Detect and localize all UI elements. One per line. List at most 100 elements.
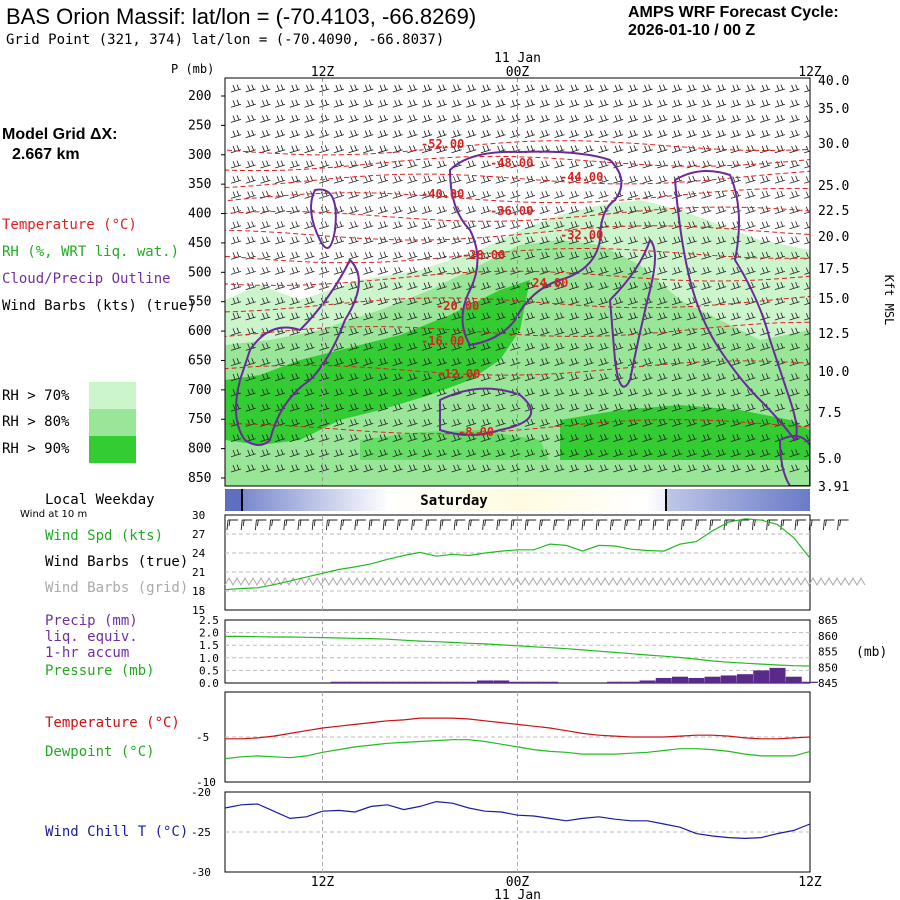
wind-barb-true [425,519,437,531]
wind-barb [715,342,727,351]
wind-barb [392,418,403,427]
wind-barb [598,282,609,290]
wind-barb [304,251,315,260]
wind-barb [745,84,756,93]
wind-barb [598,190,609,199]
wind-barb [436,464,447,473]
wind-barb [539,190,550,199]
xsection-frame [224,77,811,487]
wind-barb [274,282,286,290]
wind-barb [539,84,550,93]
wind-barb [436,388,447,397]
wind-barb [789,251,800,260]
wind-barb [407,130,418,138]
wind-barb [686,236,697,245]
wind-barb [245,175,256,184]
wind-barb [274,312,286,321]
wind-barb [333,449,345,458]
wind-barb [671,99,683,108]
wind-barb [466,358,477,366]
wind-barb [730,312,741,321]
precip-bar [493,680,510,683]
wind-barb [304,418,315,427]
wind-barb [657,282,668,290]
wind-barb [686,297,697,306]
page-title: BAS Orion Massif: lat/lon = (-70.4103, -… [6,4,477,29]
wind-barb [466,145,477,154]
wind-barb-true [354,519,366,531]
wind-barb [524,114,536,123]
wind-barb [671,342,683,351]
wind-barb [804,312,810,321]
wind-barb [480,114,492,123]
model-grid-value: 2.667 km [12,146,80,163]
temperature-contour-label: -16.00 [421,334,464,348]
wind-barb [363,464,374,473]
wind-barb [392,84,403,93]
wind-barb [701,434,712,442]
wind-barb [745,251,756,260]
wind-barb [377,464,389,473]
wind-barbs-true-legend: Wind Barbs (true) [45,554,189,570]
wind-barb-true [482,519,494,531]
wind-barb [260,388,271,397]
wind-barb [774,388,786,397]
wind-barb [495,434,506,442]
wind-barb [436,434,447,442]
wind-barb [774,114,786,123]
wind-barb [804,388,810,397]
wind-barb [583,327,594,336]
wind-barb [524,160,536,169]
temperature-contour-label: -8.00 [458,425,494,439]
wind-barb [627,297,639,306]
pressure-unit-label: (mb) [856,645,887,660]
wind-barb [730,99,741,108]
wind-barb [289,342,300,351]
wind-barb-true [794,519,806,531]
grid-point-info: Grid Point (321, 374) lat/lon = (-70.409… [6,32,445,48]
wind-barb [348,130,359,138]
wind-barb [671,282,683,290]
legend-rh: RH (%, WRT liq. wat.) [2,244,180,260]
wind-barb [554,342,565,351]
wind-barb [524,236,536,245]
wind-barb [671,434,683,442]
wind-barb [495,236,506,245]
wind-barb [554,236,565,245]
wind-barb [304,403,315,412]
wind-barb [524,251,536,260]
wind-barb [583,190,594,199]
wind-barb [436,114,447,123]
wind-barb [745,373,756,382]
weekday-night-end [666,489,810,511]
wind-barb [642,84,653,93]
legend-rh80-swatch [89,409,136,436]
wind-barb [260,130,271,138]
wind-barb [715,403,727,412]
wind-barb [230,160,242,169]
height-tick-label: 35.0 [818,102,849,117]
wind-barb-true [553,519,565,531]
wind-barb [671,130,683,138]
wind-barb [392,130,403,138]
wind-barb [407,312,418,321]
temperature-contour [225,187,810,206]
wind-barb [539,312,550,321]
wind-barb [686,449,697,458]
wind-barb [671,251,683,260]
wind-barb [539,114,550,123]
wind-barb [539,221,550,230]
cloud-outline [448,150,623,347]
wind-barb [789,114,800,123]
wind-barb [686,464,697,473]
wind-barb [760,373,771,382]
bottom-time-label-12z-end: 12Z [798,875,822,890]
wind-barb [671,297,683,306]
wind-barb [745,449,756,458]
temperature-line [225,717,811,740]
wind-barb-true [638,519,650,531]
wind-barb [657,312,668,321]
wind-barb [421,403,433,412]
wind-barb [554,84,565,93]
wind-barb [671,388,683,397]
